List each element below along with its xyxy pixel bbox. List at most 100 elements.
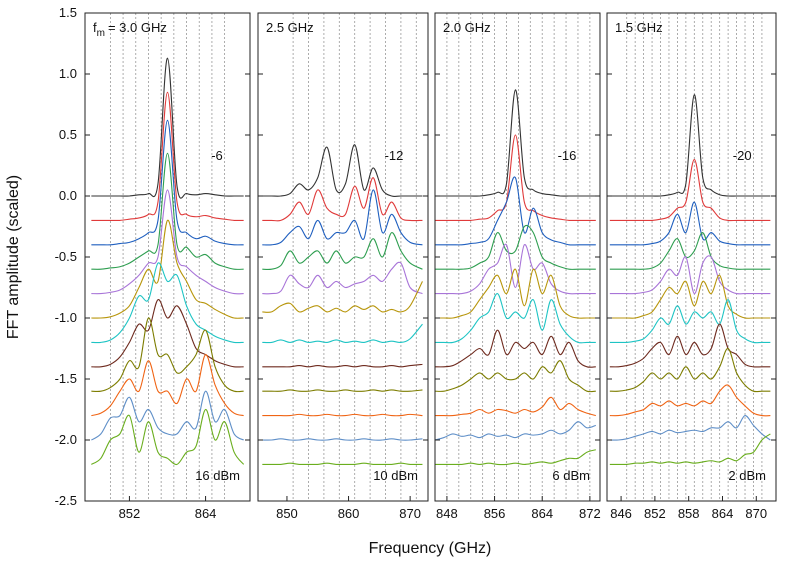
spectrum-trace	[435, 396, 596, 417]
spectrum-trace	[91, 219, 244, 319]
y-tick-label: -0.5	[55, 249, 77, 264]
level-label: -20	[733, 148, 752, 163]
level-label: -6	[211, 148, 223, 163]
x-tick-label: 870	[745, 506, 767, 521]
spectrum-trace	[262, 189, 423, 246]
panel-label: 1.5 GHz	[615, 20, 663, 35]
spectrum-trace	[91, 189, 244, 295]
spectrum-trace	[435, 449, 596, 466]
spectrum-trace	[91, 299, 244, 368]
y-tick-label: 1.5	[59, 5, 77, 20]
spectrum-trace	[609, 274, 771, 319]
spectrum-trace	[262, 177, 423, 222]
spectrum-trace	[609, 94, 771, 197]
spectrum-trace	[435, 243, 596, 295]
power-label: 2 dBm	[728, 468, 766, 483]
spectrum-trace	[435, 268, 596, 319]
spectrum-trace	[262, 232, 423, 271]
spectrum-trace	[609, 384, 771, 417]
spectrum-trace	[435, 134, 596, 222]
spectrum-trace	[91, 262, 244, 344]
panel	[609, 13, 771, 501]
y-tick-label: -1.0	[55, 310, 77, 325]
spectrum-trace	[91, 354, 244, 417]
spectrum-trace	[435, 89, 596, 197]
y-tick-label: -1.5	[55, 371, 77, 386]
y-tick-label: -2.0	[55, 432, 77, 447]
x-tick-label: 864	[531, 506, 553, 521]
spectrum-trace	[609, 415, 771, 441]
level-label: -16	[558, 148, 577, 163]
spectrum-trace	[91, 91, 244, 222]
x-tick-label: 870	[399, 506, 421, 521]
spectrum-trace	[91, 57, 244, 199]
x-tick-label: 848	[436, 506, 458, 521]
spectrum-trace	[609, 158, 771, 222]
spectrum-trace	[262, 438, 423, 441]
panel-frame	[606, 12, 777, 502]
panel-frame	[257, 12, 429, 502]
spectrum-trace	[435, 360, 596, 393]
spectrum-trace	[435, 293, 596, 344]
panel-label: 2.5 GHz	[266, 20, 314, 35]
y-axis-label: FFT amplitude (scaled)	[5, 175, 22, 339]
panel-frame	[84, 12, 251, 502]
spectrum-trace	[609, 347, 771, 393]
spectrum-trace	[91, 408, 245, 466]
label-text: 1.5 GHz	[615, 20, 663, 35]
panel	[435, 13, 597, 501]
spectrum-trace	[609, 299, 771, 344]
x-tick-label: 858	[678, 506, 700, 521]
power-label: 6 dBm	[552, 468, 590, 483]
spectrum-trace	[91, 152, 244, 270]
panel-frame	[434, 12, 601, 502]
spectrum-trace	[91, 317, 244, 393]
spectrum-trace	[91, 390, 244, 441]
panel-label: 2.0 GHz	[443, 20, 491, 35]
spectrum-trace	[262, 261, 423, 295]
spectrum-trace	[262, 144, 423, 197]
x-tick-label: 846	[610, 506, 632, 521]
spectrum-trace	[91, 119, 244, 246]
label-var: f	[93, 20, 97, 35]
power-label: 16 dBm	[195, 468, 240, 483]
x-tick-label: 860	[338, 506, 360, 521]
x-tick-label: 856	[484, 506, 506, 521]
spectrum-trace	[609, 255, 771, 295]
x-tick-label: 872	[579, 506, 601, 521]
spectrum-trace	[609, 232, 771, 270]
level-label: -12	[385, 148, 404, 163]
x-tick-label: 850	[276, 506, 298, 521]
label-text: 2.5 GHz	[266, 20, 314, 35]
spectrum-trace	[435, 176, 596, 246]
panel-label: fm = 3.0 GHz	[93, 20, 167, 39]
spectrum-trace	[609, 433, 771, 466]
x-tick-label: 852	[644, 506, 666, 521]
spectrum-trace	[262, 323, 423, 344]
y-tick-label: 0.0	[59, 188, 77, 203]
label-text: 2.0 GHz	[443, 20, 491, 35]
spectrum-trace	[609, 323, 771, 368]
x-axis-label: Frequency (GHz)	[369, 540, 492, 557]
label-text: = 3.0 GHz	[108, 20, 167, 35]
spectrum-trace	[435, 329, 596, 368]
y-tick-label: 1.0	[59, 66, 77, 81]
y-tick-label: 0.5	[59, 127, 77, 142]
spectrum-trace	[262, 462, 423, 466]
y-tick-label: -2.5	[55, 493, 77, 508]
spectrum-trace	[262, 281, 423, 313]
panel	[91, 13, 245, 501]
panel	[262, 13, 423, 501]
x-tick-label: 864	[712, 506, 734, 521]
spectrum-trace	[262, 389, 423, 392]
spectrum-trace	[435, 421, 597, 441]
spectrum-trace	[609, 201, 771, 246]
x-tick-label: 852	[119, 506, 141, 521]
spectrum-trace	[435, 224, 596, 270]
spectrum-trace	[262, 413, 423, 417]
power-label: 10 dBm	[373, 468, 418, 483]
x-tick-label: 864	[195, 506, 217, 521]
label-sub: m	[97, 28, 105, 39]
spectrum-trace	[262, 363, 423, 368]
